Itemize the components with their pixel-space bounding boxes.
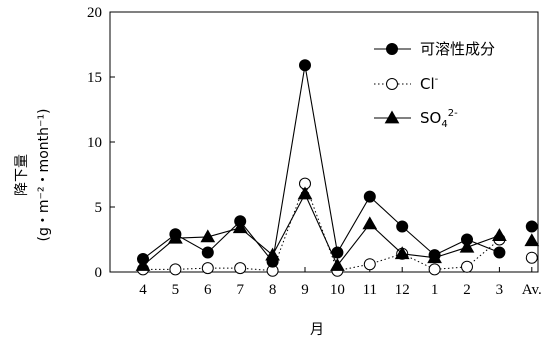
- data-point: [428, 249, 441, 262]
- data-point: [169, 263, 182, 276]
- data-point: [201, 246, 214, 259]
- average-point: [525, 220, 538, 233]
- data-point: [428, 263, 441, 276]
- x-tick-label: 10: [330, 282, 345, 298]
- data-point: [461, 260, 473, 273]
- x-tick-label: 9: [301, 282, 309, 298]
- x-tick-label: 12: [395, 282, 410, 298]
- data-point: [234, 215, 247, 228]
- x-tick-label: 11: [363, 282, 377, 298]
- x-axis-label: 月: [310, 322, 324, 338]
- legend-label: SO42-: [420, 108, 458, 130]
- data-point: [493, 246, 506, 259]
- data-point: [201, 262, 214, 275]
- legend-label: Cl-: [420, 74, 439, 93]
- series-3: [135, 186, 540, 271]
- average-point: [525, 251, 538, 264]
- x-tick-label: Av.: [522, 282, 542, 298]
- y-tick-label: 0: [95, 265, 103, 281]
- y-tick-label: 5: [95, 200, 103, 216]
- x-tick-label: 1: [431, 282, 439, 298]
- legend-label: 可溶性成分: [420, 40, 495, 58]
- data-point: [234, 262, 247, 275]
- legend: 可溶性成分 Cl- SO42-: [374, 40, 495, 130]
- data-point: [331, 246, 344, 259]
- data-point: [169, 228, 182, 241]
- y-tick-label: 10: [87, 135, 102, 151]
- series-1: [137, 59, 538, 268]
- data-point: [297, 186, 313, 200]
- x-tick-label: 7: [236, 282, 244, 298]
- legend-marker: [386, 43, 398, 55]
- y-tick-label: 20: [87, 5, 102, 21]
- x-tick-label: 4: [139, 282, 147, 298]
- x-tick-label: 5: [172, 282, 180, 298]
- legend-item-1: 可溶性成分: [374, 40, 495, 58]
- data-point: [461, 233, 473, 246]
- y-tick-label: 15: [87, 70, 102, 86]
- data-point: [363, 258, 376, 271]
- series-layer: [135, 59, 540, 277]
- data-point: [362, 216, 378, 230]
- y-axis-ticks: 0 5 10 15 20: [87, 5, 115, 281]
- data-point: [492, 228, 507, 241]
- x-tick-label: 8: [269, 282, 277, 298]
- average-point: [524, 233, 540, 247]
- data-point: [363, 190, 376, 203]
- x-tick-label: 2: [463, 282, 471, 298]
- x-tick-label: 3: [496, 282, 504, 298]
- series-line: [142, 192, 500, 267]
- data-point: [396, 220, 409, 233]
- series-line: [142, 65, 500, 263]
- y-axis-label-main: 降下量: [14, 154, 30, 196]
- legend-item-2: Cl-: [374, 74, 439, 93]
- series-line: [143, 182, 500, 272]
- data-point: [330, 257, 345, 271]
- legend-item-3: SO42-: [374, 108, 458, 130]
- data-point: [266, 255, 279, 268]
- y-axis-label-unit: (g・m⁻²・month⁻¹): [36, 109, 52, 242]
- legend-marker: [386, 78, 398, 90]
- data-point: [394, 246, 410, 260]
- legend-marker: [384, 110, 400, 124]
- data-point: [137, 253, 149, 265]
- data-point: [459, 239, 475, 253]
- x-tick-label: 6: [204, 282, 212, 298]
- data-point: [200, 229, 216, 243]
- data-point: [299, 59, 311, 72]
